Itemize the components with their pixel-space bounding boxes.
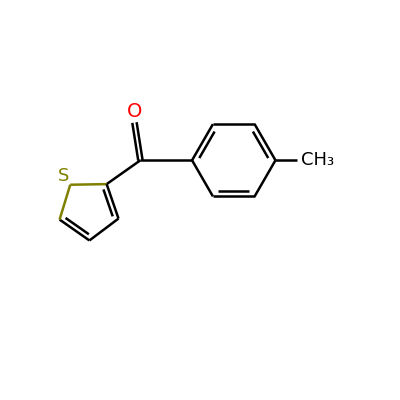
- Text: O: O: [127, 102, 142, 121]
- Text: S: S: [58, 167, 69, 185]
- Text: CH₃: CH₃: [302, 151, 334, 169]
